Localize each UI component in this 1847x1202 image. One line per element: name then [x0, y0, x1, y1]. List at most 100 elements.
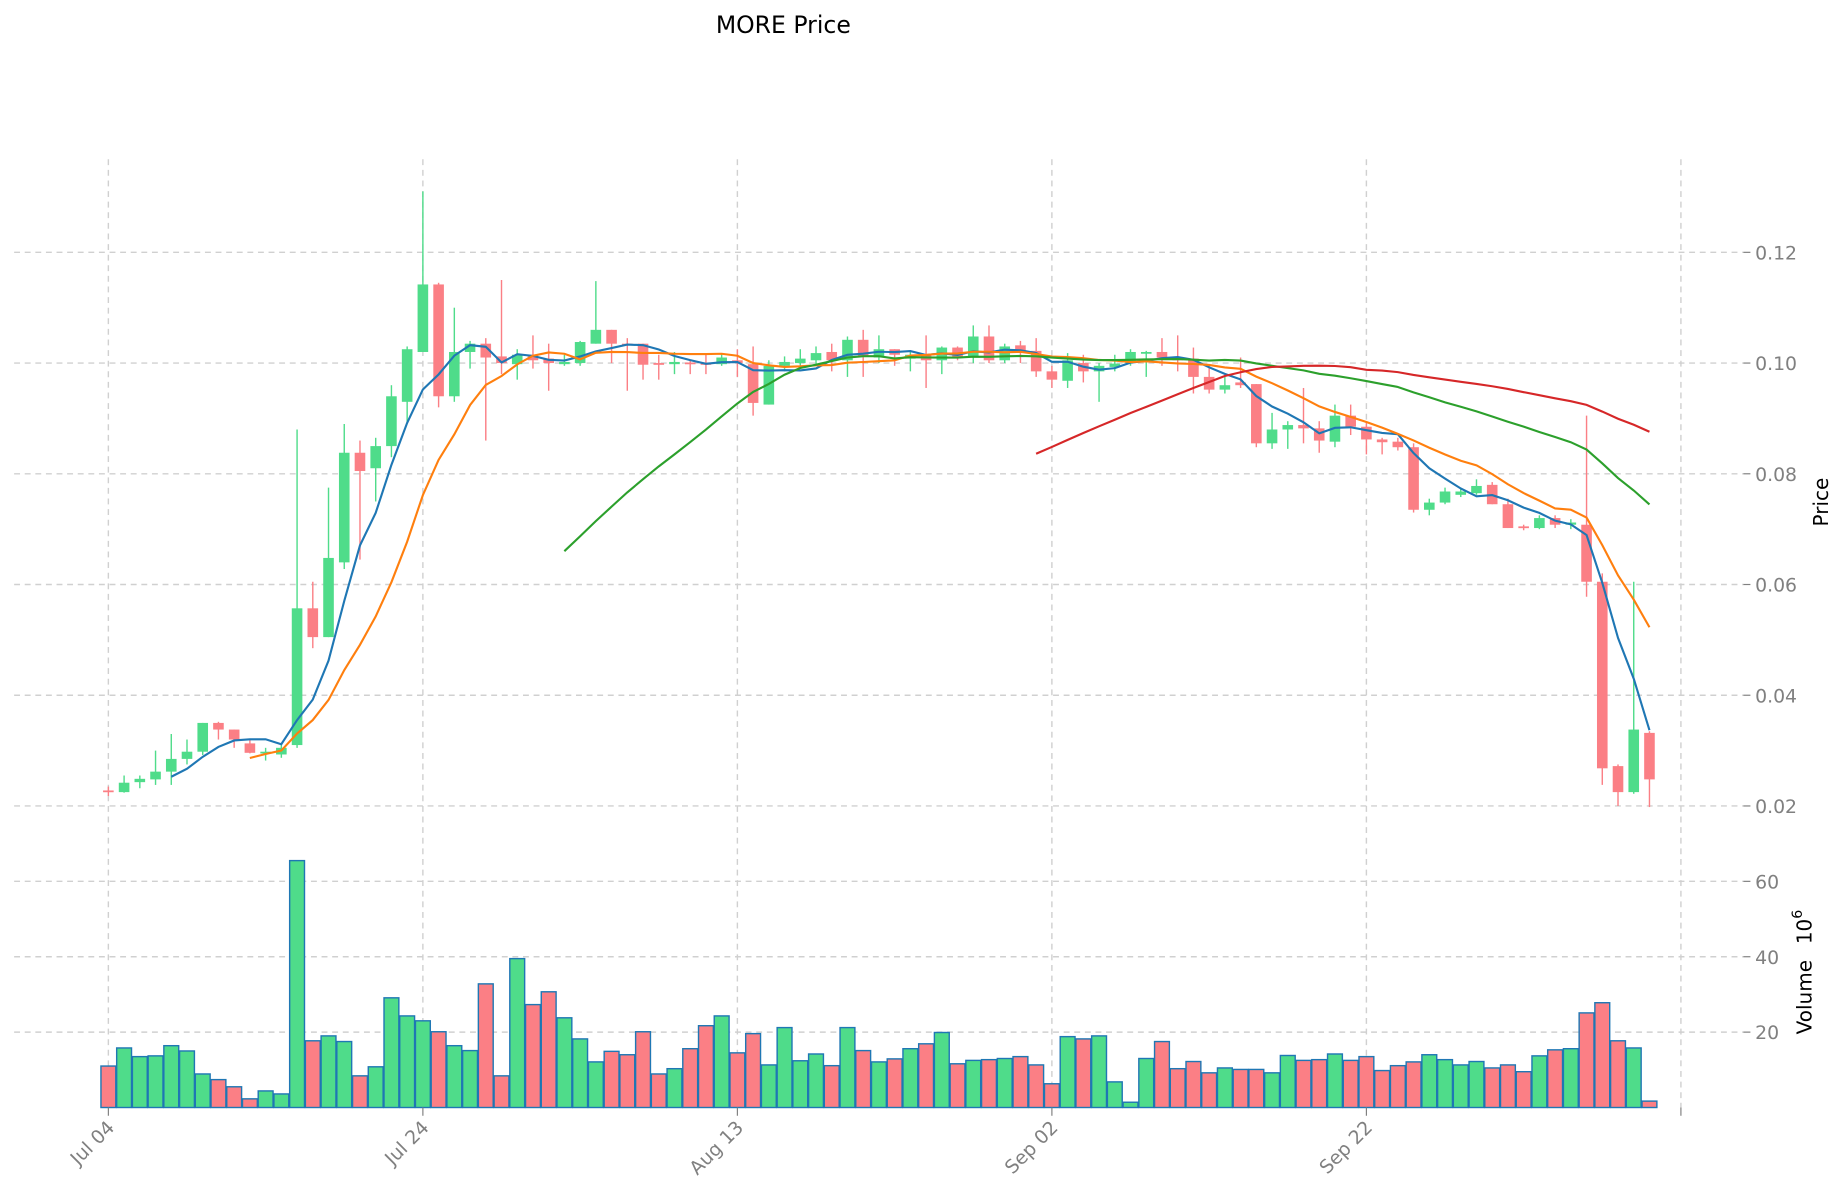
candle-body — [1251, 384, 1262, 444]
volume-bar — [1578, 1012, 1595, 1109]
candle-body — [669, 361, 680, 365]
candle-down — [1172, 335, 1183, 372]
candle-down — [1581, 415, 1592, 597]
volume-bar — [336, 1040, 353, 1109]
volume-bar — [1389, 1064, 1406, 1109]
candle-up — [905, 350, 916, 372]
candle-down — [1596, 573, 1608, 785]
candle-down — [1392, 437, 1404, 451]
candle-up — [197, 722, 209, 756]
candle-body — [716, 357, 727, 365]
candle-body — [354, 452, 366, 472]
volume-bar — [823, 1064, 840, 1109]
volume-unit: 10 — [1793, 919, 1817, 944]
candle-up — [323, 487, 334, 638]
volume-bar — [1515, 1070, 1532, 1109]
volume-bar — [1169, 1067, 1186, 1109]
volume-bar — [1342, 1059, 1359, 1109]
candle-up — [716, 353, 727, 366]
candle-down — [1361, 421, 1372, 455]
volume-bar — [729, 1052, 746, 1109]
volume-bar — [288, 859, 306, 1109]
candle-up — [1628, 581, 1640, 794]
volume-bar — [1594, 1002, 1611, 1109]
volume-bar — [980, 1058, 998, 1109]
candle-down — [307, 581, 319, 649]
volume-bar — [178, 1050, 196, 1109]
volume-bar — [1028, 1064, 1045, 1109]
price-tick-label: 0.10 — [1755, 354, 1797, 375]
candle-body — [449, 351, 460, 397]
candle-body — [244, 743, 256, 753]
volume-tick-label: 60 — [1755, 872, 1779, 893]
candle-body — [1125, 351, 1136, 364]
candle-up — [118, 775, 130, 793]
candle-down — [606, 329, 617, 364]
candle-body — [260, 751, 271, 754]
candle-body — [150, 771, 161, 780]
candle-body — [543, 358, 554, 364]
candle-body — [338, 452, 350, 563]
date-tick-label: Aug 13 — [686, 1117, 748, 1179]
candle-body — [1534, 518, 1545, 529]
candle-body — [433, 284, 444, 397]
candle-body — [606, 329, 617, 344]
candle-down — [1345, 404, 1356, 436]
volume-bar — [147, 1055, 164, 1109]
candle-body — [1518, 526, 1529, 529]
candle-up — [401, 346, 413, 424]
volume-bar — [587, 1061, 604, 1109]
volume-bar — [1295, 1059, 1312, 1109]
candle-body — [197, 722, 209, 752]
candle-body — [1596, 581, 1608, 769]
moving-averages — [170, 343, 1651, 778]
volume-bar — [493, 1075, 510, 1109]
candle-body — [1439, 491, 1451, 503]
volume-bar — [351, 1075, 369, 1109]
candle-body — [1219, 385, 1231, 390]
volume-bar — [320, 1035, 337, 1109]
candle-up — [417, 191, 429, 352]
volume-bar — [1232, 1068, 1249, 1109]
volume-bar — [619, 1054, 636, 1109]
volume-bar — [1106, 1081, 1123, 1109]
candle-body — [983, 336, 995, 361]
candle-up — [1424, 498, 1435, 516]
candle-body — [417, 284, 429, 352]
candle-body — [1156, 351, 1168, 358]
volume-bar — [1546, 1049, 1564, 1109]
chart-title: MORE Price — [716, 11, 851, 39]
volume-tick-label: 20 — [1755, 1023, 1779, 1044]
candle-up — [763, 360, 775, 405]
candle-body — [496, 356, 507, 364]
candle-body — [307, 608, 319, 638]
volume-bar — [1625, 1047, 1642, 1109]
price-axis-title: Price — [1809, 478, 1833, 527]
candle-body — [747, 364, 759, 403]
candle-body — [511, 354, 523, 365]
candles — [103, 191, 1655, 808]
candle-down — [103, 786, 114, 796]
candle-up — [291, 429, 303, 748]
volume-bar — [1374, 1069, 1391, 1109]
volume-bar — [540, 991, 557, 1109]
price-tick-label: 0.12 — [1755, 243, 1797, 264]
volume-bar — [697, 1025, 715, 1109]
candle-down — [1408, 443, 1419, 513]
candle-down — [1518, 524, 1529, 531]
candle-up — [134, 775, 146, 789]
candle-up — [386, 385, 397, 458]
volume-bar — [572, 1038, 589, 1109]
candle-up — [370, 437, 382, 502]
volume-bar — [682, 1048, 699, 1109]
candle-body — [779, 361, 790, 366]
candle-body — [1392, 441, 1404, 448]
candle-body — [559, 361, 570, 365]
date-tick-label: Jul 24 — [381, 1117, 434, 1170]
candle-body — [653, 363, 665, 365]
volume-bar — [1609, 1040, 1627, 1109]
candle-body — [763, 365, 775, 405]
candle-body — [323, 557, 334, 638]
candle-body — [1282, 425, 1294, 430]
date-tick-label: Sep 22 — [1316, 1117, 1377, 1178]
